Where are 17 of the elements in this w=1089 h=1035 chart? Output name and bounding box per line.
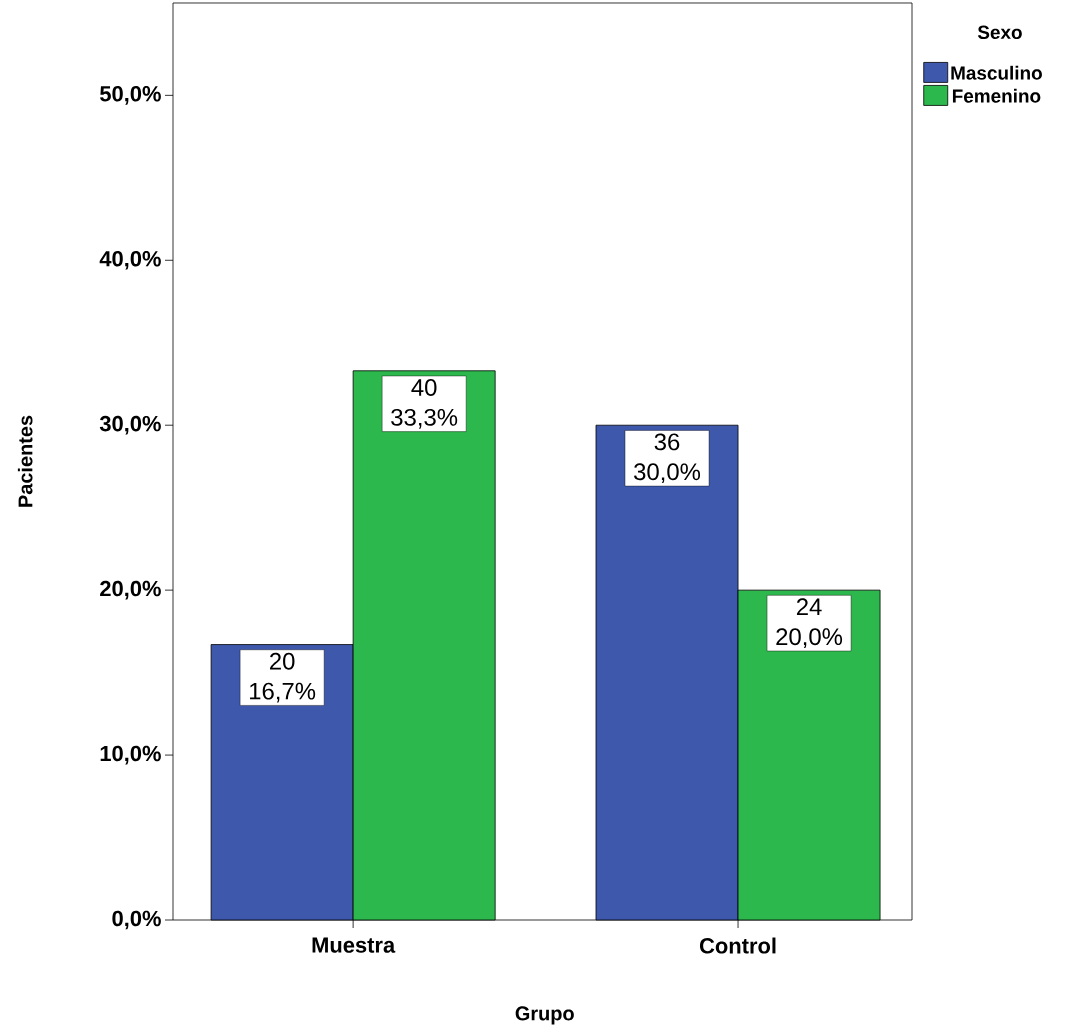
- y-tick-label: 20,0%: [100, 580, 161, 600]
- x-axis-title: Grupo: [515, 1006, 574, 1025]
- y-tick-label: 40,0%: [99, 250, 161, 270]
- data-label: 20 16,7%: [250, 652, 316, 703]
- y-tick-label: 30,0%: [99, 415, 161, 435]
- x-tick-label: Control: [699, 937, 776, 954]
- data-label: 36 30,0%: [634, 433, 701, 484]
- data-label: 24 20,0%: [776, 598, 843, 648]
- y-tick-label: 0,0%: [112, 910, 161, 930]
- legend-label: Femenino: [952, 88, 1041, 103]
- data-label: 40 33,3%: [391, 378, 458, 429]
- y-tick-label: 50,0%: [100, 85, 161, 105]
- x-tick-label: Muestra: [312, 937, 396, 953]
- legend-label: Masculino: [951, 65, 1042, 80]
- y-tick-label: 10,0%: [100, 745, 161, 765]
- legend-title: Sexo: [977, 25, 1022, 40]
- y-axis-title: Pacientes: [17, 415, 33, 507]
